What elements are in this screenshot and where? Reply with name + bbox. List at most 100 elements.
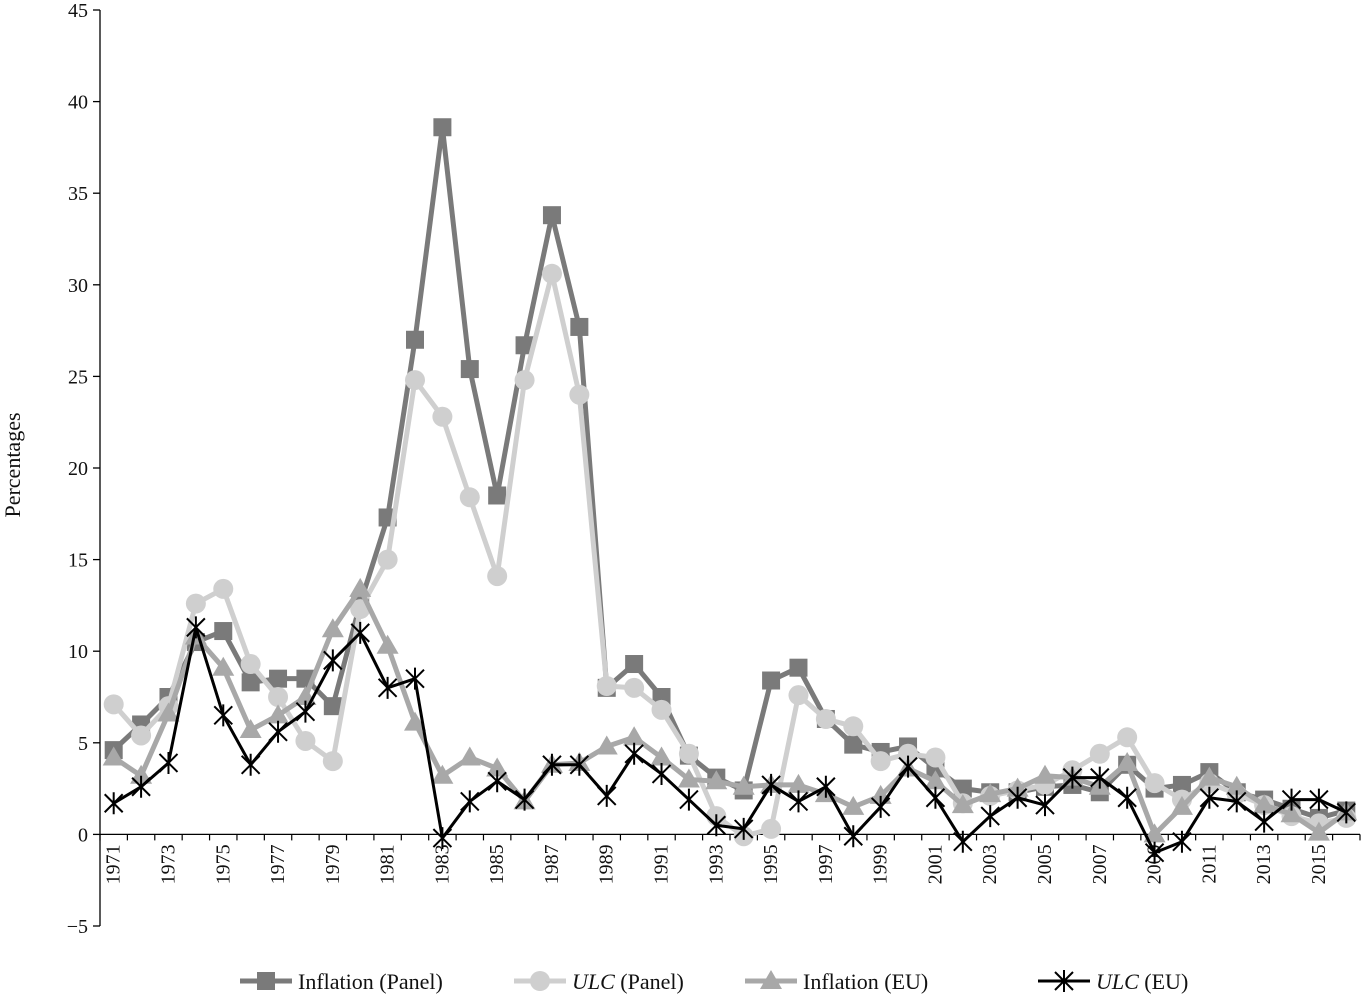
data-point-ulc-panel [788,685,809,706]
x-tick-label: 1997 [815,844,837,884]
data-point-ulc-eu [487,770,507,793]
data-point-ulc-eu [679,788,699,811]
data-point-inflation-panel [515,336,534,355]
x-tick-label: 2015 [1308,844,1330,884]
data-point-inflation-panel [844,735,863,754]
data-point-ulc-eu [624,742,644,765]
y-tick-label: 10 [68,641,88,663]
legend-label-rest: (EU) [1139,969,1188,994]
data-point-ulc-eu [1254,810,1274,833]
data-point-inflation-eu [486,757,509,777]
series-line-ulc-eu [112,625,1347,855]
data-point-ulc-panel [925,747,946,768]
data-point-ulc-eu [1199,786,1220,809]
y-tick-label: 40 [68,92,88,114]
data-point-ulc-panel [1089,743,1110,764]
data-point-inflation-panel [542,206,561,225]
x-tick-label: 1993 [705,844,727,884]
x-tick-label: 2005 [1034,844,1056,884]
series-inflation-eu [102,577,1358,843]
legend-label: Inflation (EU) [803,969,928,994]
data-point-ulc-eu [1144,841,1165,864]
data-point-inflation-eu [677,768,700,788]
y-tick-label: 5 [78,733,88,755]
legend-item-ulc-panel: ULC (Panel) [514,969,684,994]
x-tick-label: 1991 [651,844,673,884]
x-tick-label: 2011 [1198,844,1220,883]
legend-swatch-marker [1054,970,1074,992]
data-point-inflation-panel [406,330,424,349]
data-point-ulc-panel [1144,773,1165,794]
data-point-ulc-panel [843,716,864,737]
legend-swatch-marker [530,971,550,991]
axes: −5 0 5 10 15 20 25 30 35 40 45 1971 1973 1975 1977 1979… [67,0,1361,938]
data-point-inflation-eu [404,711,426,731]
data-point-ulc-eu [898,755,918,778]
y-tick-label: 45 [68,0,88,22]
data-point-ulc-eu [186,616,206,639]
data-point-ulc-eu [870,795,891,818]
data-point-ulc-eu [597,784,617,807]
data-point-ulc-eu [514,788,535,811]
data-point-inflation-panel [789,658,808,677]
legend: Inflation (Panel) ULC (Panel) Inflation (E… [240,969,1188,994]
data-point-ulc-panel [377,549,398,570]
data-point-inflation-eu [1280,803,1303,823]
data-point-ulc-eu [1090,766,1110,789]
data-point-inflation-eu [239,718,262,738]
data-point-ulc-panel [815,708,836,729]
y-tick-label: 25 [68,366,88,388]
data-point-inflation-panel [214,622,233,641]
data-point-ulc-panel [569,384,590,405]
data-point-ulc-panel [268,687,289,707]
data-point-ulc-eu [733,817,754,840]
data-point-inflation-eu [1116,751,1139,771]
legend-label: Inflation (Panel) [298,969,443,994]
data-point-ulc-panel [678,743,699,764]
data-point-inflation-eu [842,795,865,815]
data-point-ulc-eu [405,667,425,690]
data-point-inflation-eu [321,618,344,638]
data-point-ulc-eu [240,753,261,776]
data-point-inflation-panel [433,118,452,137]
x-tick-label: 1975 [212,844,234,884]
series-line-inflation-eu [112,586,1348,837]
data-point-inflation-eu [1253,794,1276,814]
data-point-inflation-eu [979,783,1002,803]
data-point-inflation-eu [951,794,974,814]
x-tick-label: 1971 [103,844,125,884]
data-point-ulc-eu [295,700,316,723]
y-tick-label: 15 [68,550,88,572]
x-tick-label: 2009 [1144,844,1166,884]
series-layer [102,118,1358,864]
data-point-inflation-eu [376,634,399,654]
data-point-ulc-panel [185,593,206,614]
data-point-ulc-eu [1062,766,1083,789]
x-tick-label: 1977 [267,844,289,884]
data-point-ulc-eu [1281,788,1302,811]
data-point-inflation-eu [349,577,372,597]
data-point-inflation-eu [595,735,618,755]
legend-label-italic: ULC [1096,969,1139,994]
data-point-inflation-panel [570,317,589,336]
data-point-ulc-eu [953,830,973,853]
data-point-inflation-eu [1170,795,1193,815]
data-point-inflation-panel [1172,775,1191,794]
x-tick-label: 1985 [486,844,508,884]
data-point-inflation-eu [267,704,290,724]
data-point-inflation-panel [323,697,342,716]
data-point-ulc-panel [624,677,645,698]
legend-item-inflation-panel: Inflation (Panel) [240,969,443,994]
data-point-ulc-eu [1227,790,1247,813]
x-tick-label: 1989 [596,844,618,884]
x-tick-label: 1979 [322,844,344,884]
series-line-inflation-panel [111,124,1347,821]
data-point-inflation-eu [650,746,673,766]
data-point-ulc-panel [432,406,453,427]
series-ulc-eu [103,616,1357,864]
data-point-ulc-eu [213,704,233,727]
data-point-ulc-eu [816,775,836,798]
data-point-ulc-eu [323,649,343,672]
data-point-ulc-panel [405,370,425,391]
data-point-inflation-eu [1225,775,1248,795]
